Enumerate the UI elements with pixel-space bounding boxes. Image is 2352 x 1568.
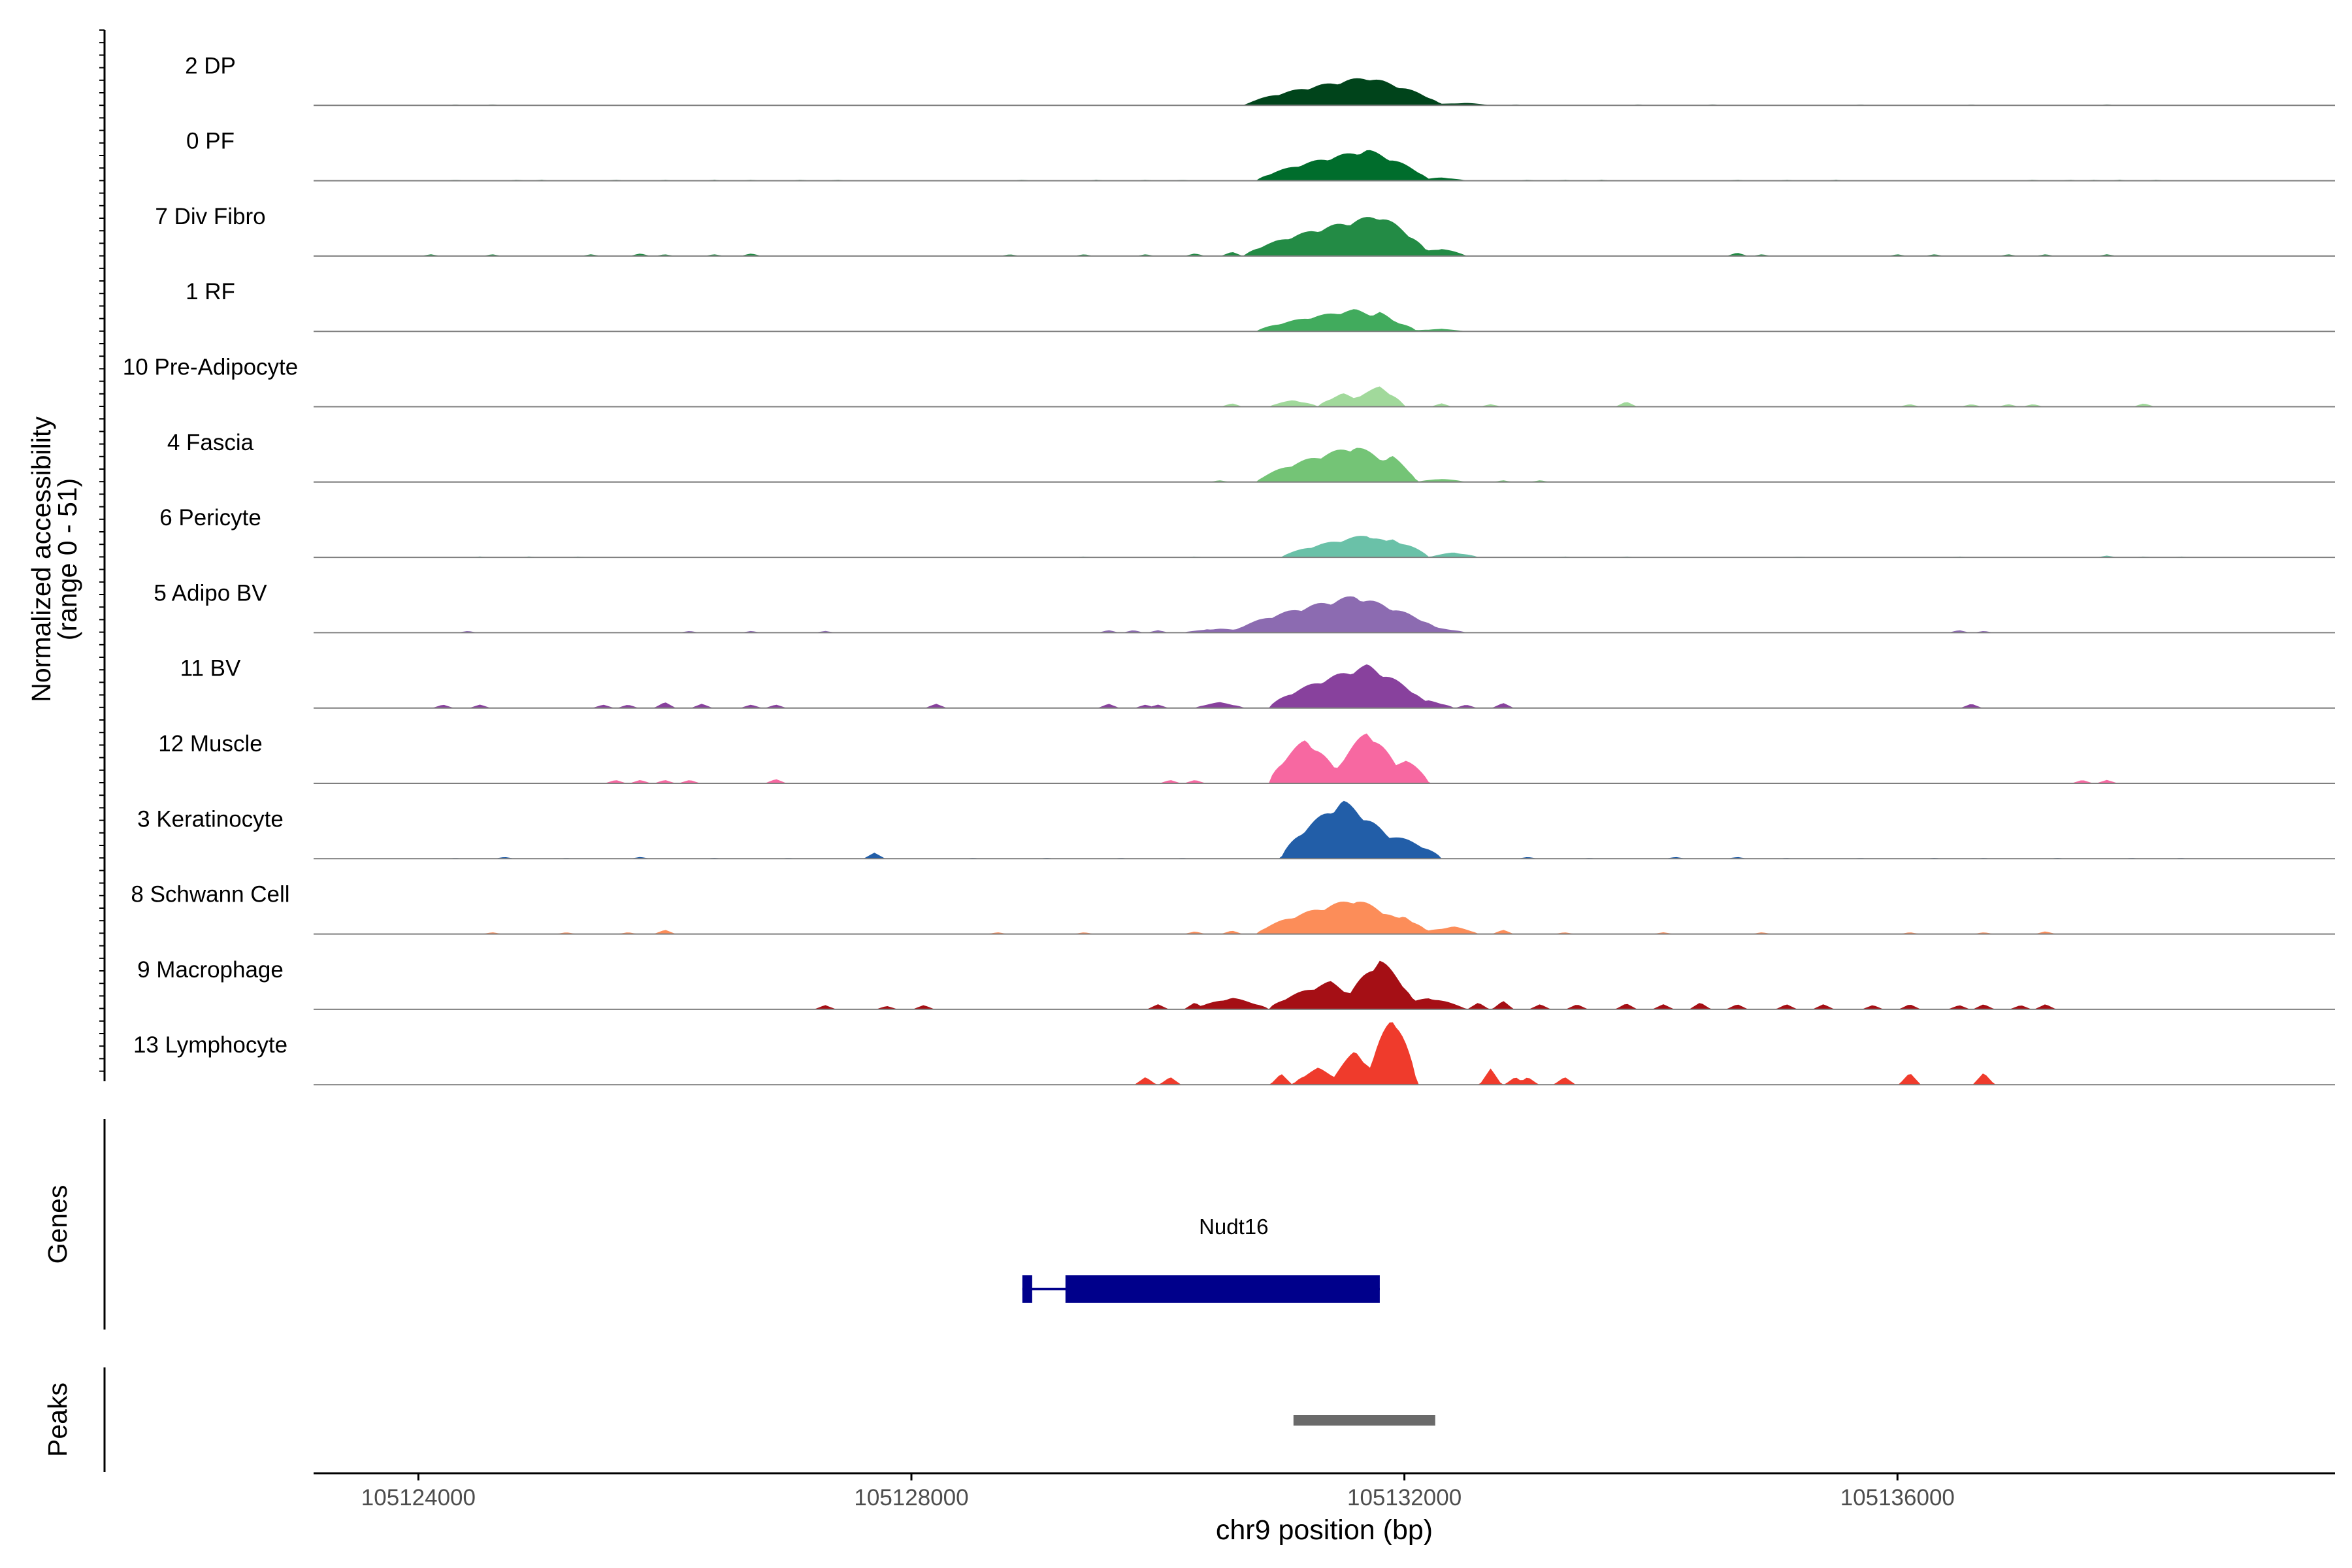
coverage-tracks: 2 DP 0 PF 7 Div Fibro 1 RF 10 Pre-Adipocyte 4… [123, 53, 2335, 1086]
coverage-area [314, 78, 2335, 106]
coverage-area [314, 150, 2335, 181]
genes-panel-label: Genes [42, 1185, 73, 1264]
y-axis-label-line2: (range 0 - 51) [52, 478, 82, 640]
coverage-track: 3 Keratinocyte [137, 800, 2335, 860]
coverage-track: 7 Div Fibro [155, 204, 2335, 257]
coverage-track: 2 DP [185, 53, 2335, 106]
track-label: 0 PF [186, 129, 235, 154]
coverage-track: 4 Fascia [167, 430, 2335, 483]
gene-model: Nudt16 [1022, 1215, 1380, 1303]
peak-track [1293, 1415, 1435, 1426]
coverage-area [314, 217, 2335, 256]
coverage-area [314, 536, 2335, 558]
coverage-track: 8 Schwann Cell [131, 882, 2335, 935]
track-label: 4 Fascia [167, 430, 254, 455]
track-label: 11 BV [180, 656, 241, 681]
x-tick-label: 105136000 [1840, 1485, 1955, 1511]
x-axis-ticks: 105124000 105128000 105132000 105136000 [361, 1473, 1955, 1511]
coverage-track: 5 Adipo BV [154, 580, 2335, 634]
gene-exon [1022, 1275, 1032, 1303]
coverage-area [314, 309, 2335, 332]
track-label: 8 Schwann Cell [131, 882, 289, 907]
peak-region [1293, 1415, 1435, 1426]
coverage-track: 0 PF [186, 129, 2335, 182]
track-label: 3 Keratinocyte [137, 806, 284, 832]
track-label: 5 Adipo BV [154, 580, 267, 606]
x-tick-label: 105128000 [854, 1485, 968, 1511]
track-label: 6 Pericyte [159, 505, 261, 531]
x-tick-label: 105132000 [1347, 1485, 1462, 1511]
coverage-area [314, 448, 2335, 482]
track-label: 10 Pre-Adipocyte [123, 355, 298, 380]
x-axis-title: chr9 position (bp) [1216, 1514, 1433, 1546]
coverage-area [314, 1022, 2335, 1085]
peaks-panel-label: Peaks [42, 1382, 73, 1457]
gene-track: Nudt16 [1022, 1215, 1380, 1303]
track-label: 13 Lymphocyte [133, 1032, 287, 1058]
gene-name: Nudt16 [1199, 1215, 1268, 1239]
coverage-area [314, 664, 2335, 708]
coverage-track: 9 Macrophage [137, 957, 2335, 1010]
coverage-area [314, 733, 2335, 783]
track-label: 2 DP [185, 53, 236, 78]
track-label: 1 RF [186, 279, 235, 304]
accessibility-y-ticks [99, 29, 105, 1072]
coverage-track: 11 BV [180, 656, 2335, 709]
coverage-area [314, 960, 2335, 1009]
track-label: 9 Macrophage [137, 957, 284, 983]
coverage-track: 6 Pericyte [159, 505, 2335, 559]
coverage-track: 1 RF [186, 279, 2335, 333]
track-label: 12 Muscle [158, 731, 263, 757]
track-label: 7 Div Fibro [155, 204, 265, 229]
x-tick-label: 105124000 [361, 1485, 476, 1511]
y-axis-label-line1: Normalized accessibility [26, 416, 56, 702]
coverage-area [314, 596, 2335, 633]
gene-exon [1065, 1275, 1380, 1303]
coverage-area [314, 386, 2335, 407]
coverage-track: 13 Lymphocyte [133, 1022, 2335, 1086]
coverage-track: 12 Muscle [158, 731, 2335, 784]
coverage-track: 10 Pre-Adipocyte [123, 355, 2335, 408]
coverage-area [314, 800, 2335, 859]
coverage-area [314, 902, 2335, 934]
